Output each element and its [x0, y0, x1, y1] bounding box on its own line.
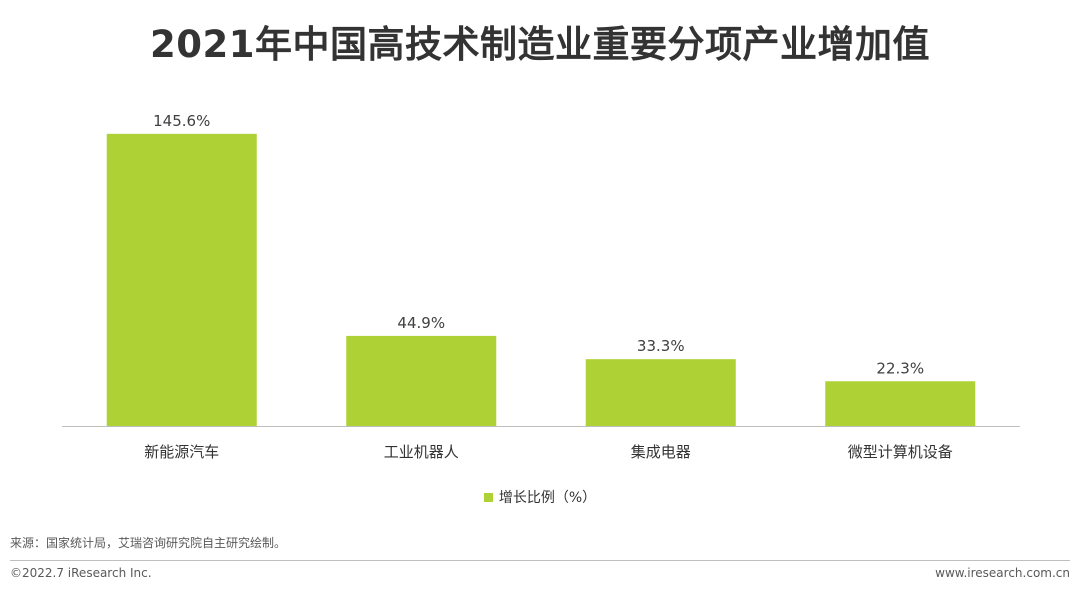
bar-1 — [106, 133, 257, 426]
legend-swatch — [483, 492, 493, 502]
source-note: 来源：国家统计局，艾瑞咨询研究院自主研究绘制。 — [10, 536, 287, 550]
copyright: ©2022.7 iResearch Inc. — [10, 566, 152, 580]
category-label-2: 工业机器人 — [384, 443, 459, 461]
footer-divider — [10, 560, 1070, 561]
bar-value-label-4: 22.3% — [876, 359, 924, 377]
bar-4 — [825, 381, 976, 426]
category-label-4: 微型计算机设备 — [848, 443, 953, 461]
category-label-3: 集成电器 — [631, 443, 691, 461]
legend: 增长比例（%） — [0, 487, 1080, 507]
category-label-1: 新能源汽车 — [144, 443, 219, 461]
legend-label: 增长比例（%） — [498, 490, 597, 506]
bar-value-label-1: 145.6% — [153, 112, 210, 130]
bar-2 — [346, 335, 497, 426]
chart-title: 2021年中国高技术制造业重要分项产业增加值 — [150, 23, 930, 66]
bar-value-label-2: 44.9% — [397, 314, 445, 332]
bar-3 — [585, 359, 736, 426]
bar-value-label-3: 33.3% — [637, 337, 685, 355]
website: www.iresearch.com.cn — [935, 566, 1070, 580]
